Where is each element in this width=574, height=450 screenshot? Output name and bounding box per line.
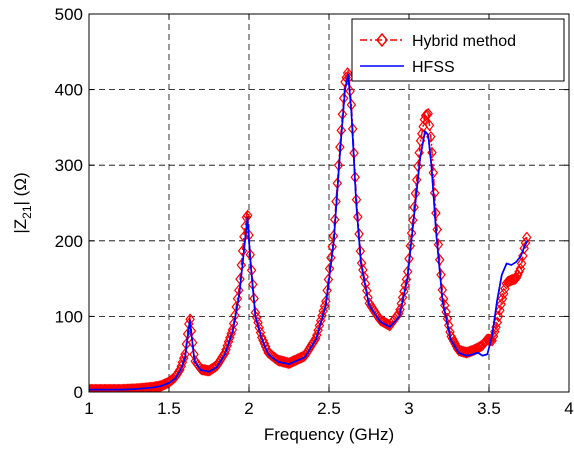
y-tick-label: 200 (55, 232, 83, 251)
x-tick-label: 4 (564, 399, 573, 418)
legend-label-hybrid: Hybrid method (412, 33, 516, 50)
data-marker-hybrid-method (468, 344, 478, 357)
data-marker-hybrid-method (158, 378, 168, 391)
data-marker-hybrid-method (432, 223, 442, 236)
data-marker-hybrid-method (495, 304, 505, 317)
y-tick-label: 100 (55, 307, 83, 326)
data-marker-hybrid-method (255, 326, 266, 339)
data-marker-hybrid-method (516, 257, 527, 270)
data-marker-hybrid-method (507, 273, 518, 286)
y-axis-label-post: | (Ω) (11, 172, 30, 205)
data-marker-hybrid-method (429, 186, 440, 199)
x-tick-label: 3.5 (477, 399, 501, 418)
data-marker-hybrid-method (175, 363, 185, 376)
y-tick-label: 400 (55, 81, 83, 100)
y-axis-label: |Z21| (Ω) (11, 172, 34, 233)
data-marker-hybrid-method (219, 347, 230, 360)
x-tick-label: 3 (404, 399, 413, 418)
legend: Hybrid method HFSS (351, 18, 565, 82)
data-marker-hybrid-method (428, 166, 439, 179)
data-marker-hybrid-method (493, 310, 504, 323)
legend-box (351, 18, 565, 82)
y-tick-label: 500 (55, 5, 83, 24)
y-axis-label-pre: |Z (11, 219, 30, 234)
x-tick-label: 1 (84, 399, 93, 418)
tick-label-layer: 1 1.5 2 2.5 3 3.5 4 0 100 200 300 400 500 (55, 5, 574, 418)
data-marker-hybrid-method (294, 352, 304, 365)
data-marker-hybrid-method (287, 355, 298, 368)
data-marker-hybrid-method (310, 332, 321, 345)
data-marker-hybrid-method (227, 323, 238, 336)
x-tick-label: 2 (244, 399, 253, 418)
data-marker-hybrid-method (518, 249, 528, 262)
tick-layer (88, 13, 570, 393)
series-line-hfss-overlay (89, 73, 529, 391)
data-marker-hybrid-method (514, 265, 524, 278)
series-layer (89, 67, 532, 392)
legend-marker-hybrid (376, 32, 388, 48)
y-tick-label: 0 (74, 383, 83, 402)
y-tick-label: 300 (55, 156, 83, 175)
x-axis-label: Frequency (GHz) (264, 425, 394, 444)
x-tick-label: 1.5 (157, 399, 181, 418)
legend-label-hfss: HFSS (412, 59, 455, 76)
data-marker-hybrid-method (289, 355, 299, 367)
data-marker-hybrid-method (423, 107, 433, 120)
data-marker-hybrid-method (239, 230, 249, 243)
y-axis-label-sub: 21 (20, 205, 34, 219)
data-marker-hybrid-method (424, 119, 435, 132)
x-tick-label: 2.5 (317, 399, 341, 418)
data-marker-hybrid-method (506, 274, 517, 287)
data-marker-hybrid-method (486, 334, 496, 347)
data-marker-hybrid-method (290, 354, 300, 367)
data-marker-hybrid-method (237, 244, 248, 257)
data-marker-hybrid-method (292, 353, 303, 366)
data-marker-hybrid-method (286, 356, 296, 369)
